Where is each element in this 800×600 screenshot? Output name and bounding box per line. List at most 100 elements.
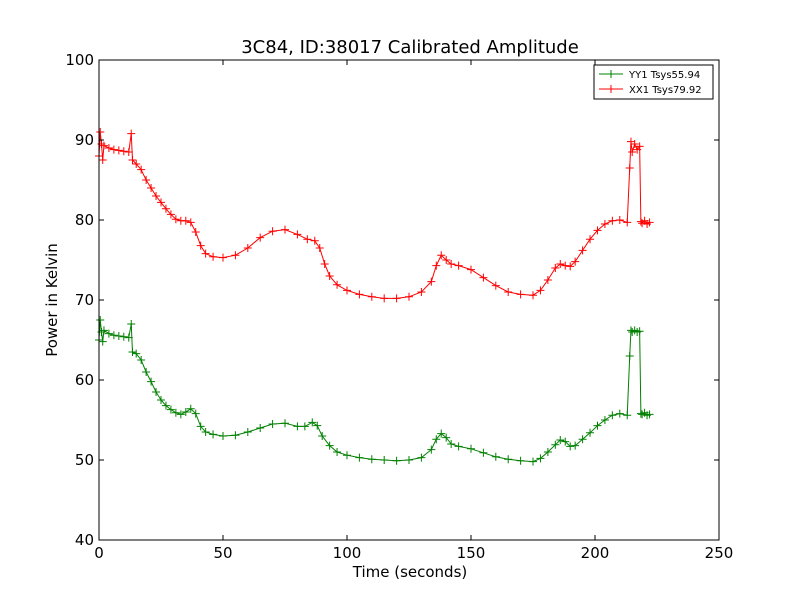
data-point-0-45 — [392, 456, 401, 465]
data-point-1-23 — [186, 218, 195, 227]
data-point-0-20 — [171, 408, 180, 417]
data-point-1-58 — [516, 290, 525, 299]
data-point-0-50 — [437, 429, 446, 438]
data-point-1-79 — [635, 142, 644, 151]
data-point-1-68 — [586, 235, 595, 244]
data-point-1-19 — [166, 210, 175, 219]
data-point-0-43 — [367, 455, 376, 464]
data-point-0-23 — [186, 404, 195, 413]
data-point-1-61 — [543, 276, 552, 284]
data-point-1-65 — [566, 262, 575, 271]
data-point-0-69 — [593, 421, 602, 430]
y-tick-label: 70 — [75, 291, 94, 309]
data-point-0-72 — [615, 409, 624, 418]
data-point-1-62 — [551, 264, 560, 272]
data-point-0-1 — [96, 316, 105, 324]
data-point-1-43 — [367, 292, 376, 301]
data-point-1-74 — [625, 164, 634, 172]
series-line-1 — [98, 131, 650, 299]
data-point-1-63 — [556, 260, 565, 268]
data-point-1-34 — [293, 230, 302, 239]
y-axis-label: Power in Kelvin — [43, 243, 61, 357]
data-point-1-52 — [447, 260, 456, 268]
data-point-1-5 — [104, 144, 113, 152]
data-point-0-7 — [114, 332, 123, 340]
data-point-0-11 — [128, 348, 137, 356]
data-point-0-35 — [300, 422, 309, 431]
data-point-0-57 — [504, 455, 513, 464]
data-point-0-51 — [442, 433, 451, 442]
data-point-1-67 — [578, 246, 587, 255]
data-point-1-4 — [99, 141, 108, 150]
data-point-1-35 — [303, 235, 312, 244]
data-point-1-37 — [315, 244, 324, 252]
data-point-1-26 — [201, 249, 210, 258]
x-tick-label: 250 — [705, 544, 734, 562]
legend-marker — [607, 85, 615, 93]
data-point-0-14 — [142, 368, 151, 376]
data-point-0-29 — [231, 431, 240, 440]
data-point-0-28 — [219, 432, 227, 440]
data-point-1-46 — [405, 292, 413, 301]
data-point-1-84 — [645, 218, 654, 227]
data-point-1-11 — [128, 156, 137, 164]
data-point-1-6 — [109, 145, 118, 154]
data-point-0-67 — [578, 435, 587, 444]
data-point-0-5 — [104, 329, 113, 338]
data-point-0-68 — [586, 428, 595, 437]
data-point-1-27 — [209, 252, 218, 261]
data-point-0-55 — [479, 448, 488, 457]
data-point-1-57 — [504, 288, 513, 296]
data-point-0-6 — [109, 331, 118, 340]
data-point-0-31 — [256, 424, 265, 432]
data-point-0-37 — [313, 421, 322, 430]
legend: YY1 Tsys55.94 XX1 Tsys79.92 — [593, 64, 714, 100]
series-line-0 — [98, 319, 650, 463]
data-point-1-18 — [161, 204, 170, 213]
x-tick-label: 200 — [581, 544, 610, 562]
data-point-1-59 — [529, 291, 537, 300]
data-point-0-48 — [427, 445, 436, 454]
data-point-0-36 — [308, 418, 317, 427]
data-point-0-12 — [132, 349, 141, 358]
data-point-0-53 — [454, 442, 463, 451]
data-point-0-60 — [536, 454, 545, 463]
y-tick-label: 90 — [75, 131, 94, 149]
data-point-0-47 — [417, 453, 426, 462]
data-point-1-41 — [343, 286, 351, 295]
data-point-1-51 — [442, 256, 451, 264]
data-point-0-49 — [432, 435, 441, 444]
data-point-1-32 — [268, 227, 277, 236]
data-point-1-73 — [623, 218, 632, 227]
data-point-0-15 — [147, 377, 156, 386]
data-point-0-54 — [467, 444, 475, 453]
data-point-0-34 — [293, 422, 302, 431]
x-axis-label: Time (seconds) — [352, 563, 468, 581]
data-point-1-1 — [96, 128, 105, 136]
data-point-0-70 — [600, 416, 609, 424]
data-point-1-49 — [432, 261, 441, 270]
data-point-0-25 — [196, 422, 205, 431]
data-point-1-70 — [600, 220, 609, 228]
data-point-0-16 — [152, 388, 161, 396]
data-point-0-64 — [561, 437, 570, 446]
data-point-1-50 — [437, 251, 446, 260]
data-point-1-56 — [491, 281, 500, 290]
data-point-1-31 — [256, 233, 265, 242]
data-point-1-76 — [628, 148, 637, 156]
data-point-0-9 — [124, 333, 133, 342]
data-point-1-71 — [608, 216, 617, 225]
data-point-1-25 — [196, 241, 205, 250]
data-point-1-40 — [333, 280, 342, 289]
data-point-1-30 — [243, 244, 252, 252]
data-point-1-3 — [98, 156, 107, 164]
data-point-0-13 — [137, 356, 146, 364]
legend-label: YY1 Tsys55.94 — [628, 70, 700, 81]
data-point-0-22 — [181, 408, 190, 416]
data-point-0-61 — [543, 448, 552, 456]
data-point-0-3 — [98, 337, 107, 346]
data-point-1-42 — [355, 290, 364, 299]
data-point-0-79 — [635, 327, 644, 336]
data-point-0-44 — [380, 456, 389, 464]
